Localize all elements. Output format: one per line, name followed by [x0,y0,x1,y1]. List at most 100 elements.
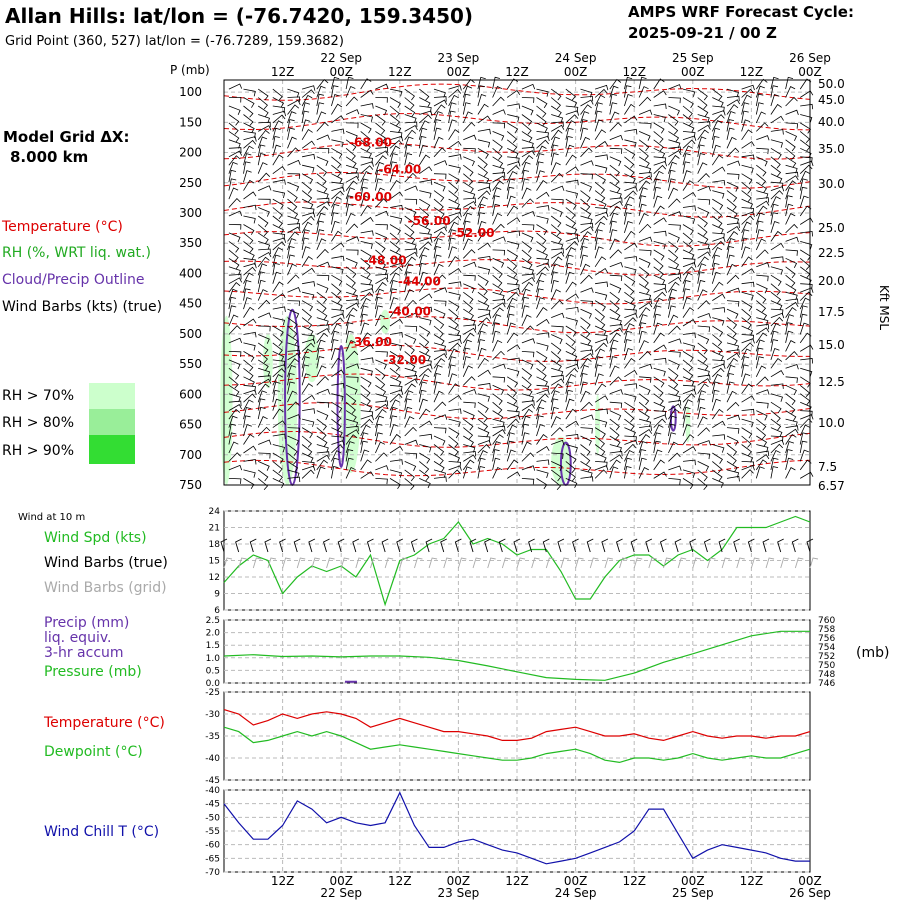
wind-barb [594,229,603,242]
wind-barb [228,408,241,420]
wind-barb [609,111,620,124]
wind-barb [463,291,474,304]
wind-barb [506,178,516,191]
wind-barb [697,256,709,268]
wind-barb [433,198,444,211]
wind-barb [375,305,383,318]
wind-barb [726,237,736,251]
wind-barb [711,136,720,149]
wind-barb [404,153,413,166]
wind-barb [375,376,386,389]
wind-barb [624,156,635,169]
wind-barb [594,356,603,369]
wind-barb [741,237,749,250]
wind-barb [726,308,739,319]
wind-barb [389,469,403,478]
wind-barb [594,211,609,218]
wind-barb [331,266,344,275]
wind-barb [536,288,544,301]
cross-section-panel: P (mb) Kft MSL 1001502002503003504004505… [170,63,891,493]
wind-barb [624,383,638,389]
wind-barb [711,246,723,259]
wind-barb [375,161,385,174]
wind-barb [419,469,430,482]
surface-grid-barb [780,557,789,569]
wind-barb [345,401,356,414]
wind-barb [345,131,358,141]
wind-barb [243,241,254,253]
temperature-line [223,709,811,742]
wind-barb [243,266,257,276]
wind-barb [477,450,488,462]
wind-barb [697,367,710,377]
wind-barb [404,342,415,355]
wind-barb [243,393,257,403]
wind-barb [785,351,798,361]
wind-barb [594,256,607,268]
surface-wind-barb [410,538,418,553]
wind-barb [360,297,371,310]
wind-barb [711,262,720,276]
wind-barb [418,408,431,420]
wind-barb [697,198,711,205]
wind-barb [345,96,358,107]
wind-barb [345,203,354,217]
surface-grid-barb [604,557,613,569]
wind-barb [682,241,694,253]
wind-barb [580,181,593,192]
wind-barb [799,170,811,183]
wind-barb [228,198,241,208]
wind-barb [755,238,767,251]
wind-barb [287,173,300,179]
wind-barb [682,288,691,301]
wind-barb [580,444,591,456]
wind-barb [785,274,796,287]
wind-barb [419,241,432,251]
wind-barb [711,389,720,403]
wind-barb [316,229,325,242]
wind-barb [360,313,368,327]
wind-barb [799,418,813,428]
wind-barb [711,398,721,411]
wind-barb [668,415,677,428]
wind-barb [419,306,433,313]
wind-barb [375,169,383,183]
wind-barb [360,449,370,462]
wind-barb [287,414,301,420]
y-tick-label: 9 [214,590,220,600]
wind-barb [770,330,779,343]
surface-wind-barb [689,538,697,553]
wind-barb [375,432,383,445]
wind-barb [404,241,417,250]
wind-10m-panel: Wind at 10 m Wind Spd (kts) Wind Barbs (… [18,507,819,616]
wind-barb [712,215,723,228]
wind-barb [799,344,814,352]
surface-grid-barb [677,557,687,569]
wind-barb [448,364,456,377]
wind-barb [492,236,506,242]
pressure-tick-label: 300 [179,206,202,220]
wind-barb [243,161,251,174]
wind-barb [682,415,691,428]
wind-barb [477,300,490,311]
wind-barb [360,274,373,286]
wind-barb [580,461,592,473]
wind-barb [595,154,608,160]
wind-barb [638,266,650,279]
wind-barb [565,317,578,326]
wind-barb [580,452,591,465]
wind-barb [799,313,808,327]
wind-barb [770,410,781,423]
wind-barb [331,393,344,402]
wind-barb [506,90,521,98]
wind-barb [609,212,619,225]
wind-barb [419,237,433,243]
wind-barb [243,136,257,142]
wind-barb [755,229,764,242]
altitude-tick-label: 20.0 [818,274,845,288]
wind-barb [682,399,693,411]
wind-barb [785,187,795,200]
wind-barb [595,408,608,415]
isotherm [223,201,811,218]
wind-barb [462,339,472,352]
